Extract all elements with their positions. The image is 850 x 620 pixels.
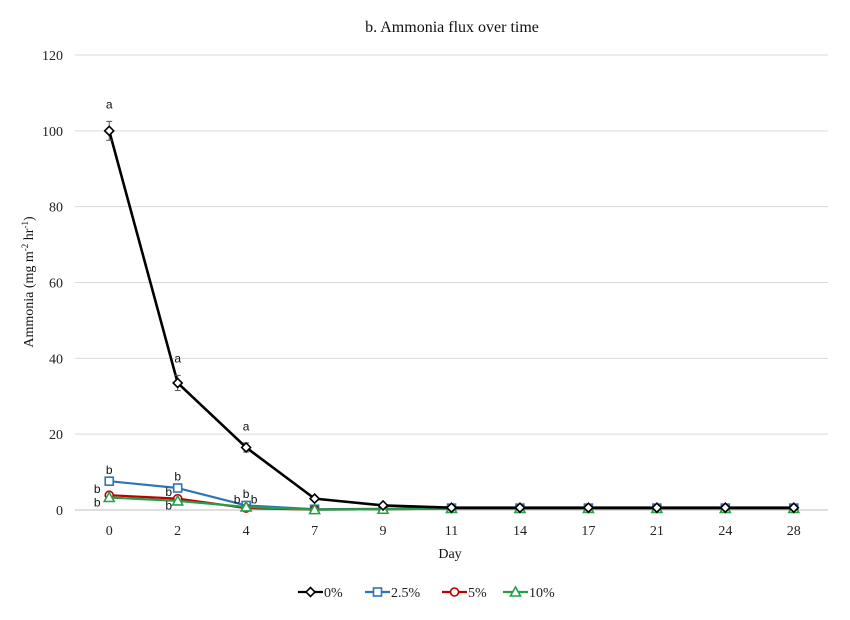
significance-label: b xyxy=(174,470,181,484)
legend-item-25-pct: 2.5% xyxy=(365,586,421,601)
x-axis-title: Day xyxy=(438,547,461,562)
significance-label: b xyxy=(106,463,113,477)
legend-item-0-pct: 0% xyxy=(298,586,343,601)
significance-label: a xyxy=(106,97,113,111)
x-tick-label: 0 xyxy=(106,524,113,539)
x-tick-label: 4 xyxy=(243,524,250,539)
significance-label: b xyxy=(234,492,241,506)
x-tick-label: 14 xyxy=(513,524,527,539)
significance-label: b xyxy=(243,487,250,501)
legend-label: 10% xyxy=(529,586,555,601)
data-point xyxy=(514,502,526,514)
y-tick-label: 20 xyxy=(49,428,63,443)
data-point xyxy=(171,494,185,506)
data-point xyxy=(103,125,115,137)
x-tick-label: 28 xyxy=(787,524,801,539)
significance-label: b xyxy=(94,482,101,496)
data-point xyxy=(445,502,458,514)
data-point xyxy=(240,441,252,454)
x-tick-label: 9 xyxy=(380,524,387,539)
y-tick-label: 80 xyxy=(49,201,63,216)
significance-label: b xyxy=(251,492,258,506)
x-tick-label: 17 xyxy=(581,524,595,539)
chart-title: b. Ammonia flux over time xyxy=(365,19,539,36)
y-axis-title: Ammonia (mg m-2 hr-1) xyxy=(20,216,37,348)
legend-label: 2.5% xyxy=(391,586,421,601)
data-point xyxy=(308,502,321,515)
series-group xyxy=(102,120,801,515)
significance-label: b xyxy=(94,495,101,509)
data-point xyxy=(377,499,389,512)
data-point xyxy=(102,490,116,503)
y-tick-label: 120 xyxy=(42,49,63,64)
legend-item-10-pct: 10% xyxy=(503,585,555,601)
legend-marker xyxy=(449,587,460,597)
x-tick-label: 21 xyxy=(650,524,664,539)
legend-marker xyxy=(372,587,383,597)
legend-label: 0% xyxy=(324,586,343,601)
y-tick-label: 40 xyxy=(49,352,63,367)
x-tick-label: 7 xyxy=(311,524,318,539)
x-tick-label: 11 xyxy=(445,524,458,539)
series-0-pct xyxy=(103,120,800,514)
data-point xyxy=(582,502,595,514)
significance-label: a xyxy=(243,420,250,434)
y-tick-label: 100 xyxy=(42,125,63,140)
y-tick-label: 60 xyxy=(49,277,63,292)
y-tick-label: 0 xyxy=(56,504,63,519)
data-point xyxy=(719,502,731,514)
data-point xyxy=(308,492,321,505)
data-point xyxy=(104,476,115,486)
legend-marker xyxy=(509,585,522,597)
legend-marker xyxy=(304,586,317,598)
data-point xyxy=(239,500,253,512)
legend-label: 5% xyxy=(468,586,487,601)
data-point xyxy=(651,502,663,514)
data-point xyxy=(172,483,183,493)
gridlines xyxy=(75,54,828,435)
series-line xyxy=(107,130,794,510)
legend-item-5-pct: 5% xyxy=(442,586,487,601)
significance-label: a xyxy=(174,351,181,365)
legend: 0% 2.5% 5% 10% xyxy=(298,585,555,601)
x-tick-label: 24 xyxy=(718,524,732,539)
data-point xyxy=(172,377,184,389)
x-tick-label: 2 xyxy=(174,524,181,539)
significance-label: b xyxy=(165,485,172,499)
significance-label: b xyxy=(165,498,172,512)
data-point xyxy=(788,502,800,514)
